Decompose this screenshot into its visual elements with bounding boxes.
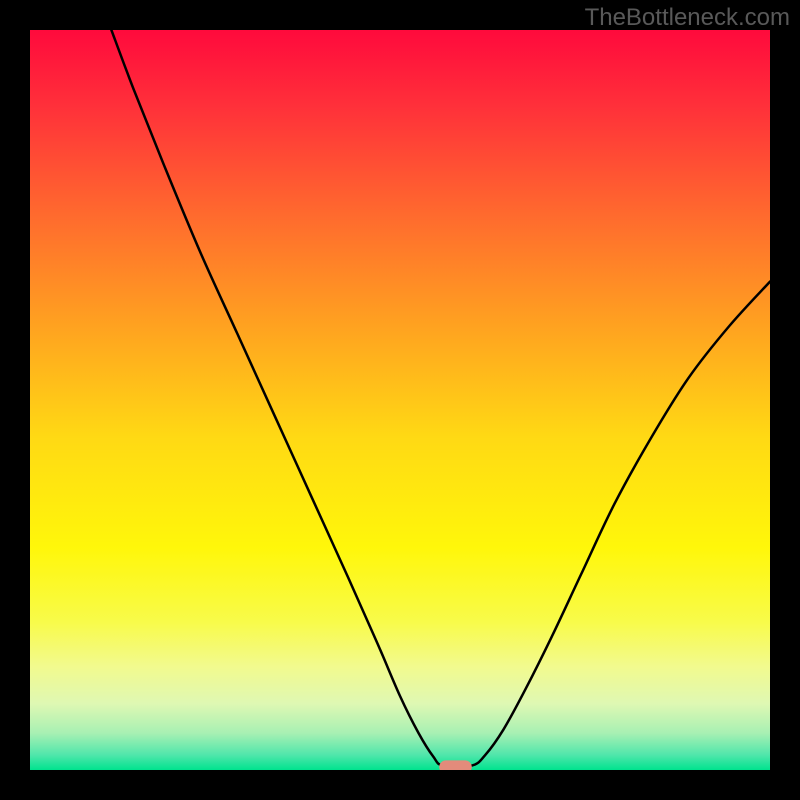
chart-frame: TheBottleneck.com — [0, 0, 800, 800]
watermark-label: TheBottleneck.com — [585, 4, 790, 32]
plot-area — [30, 30, 770, 770]
bottleneck-chart — [0, 0, 800, 800]
